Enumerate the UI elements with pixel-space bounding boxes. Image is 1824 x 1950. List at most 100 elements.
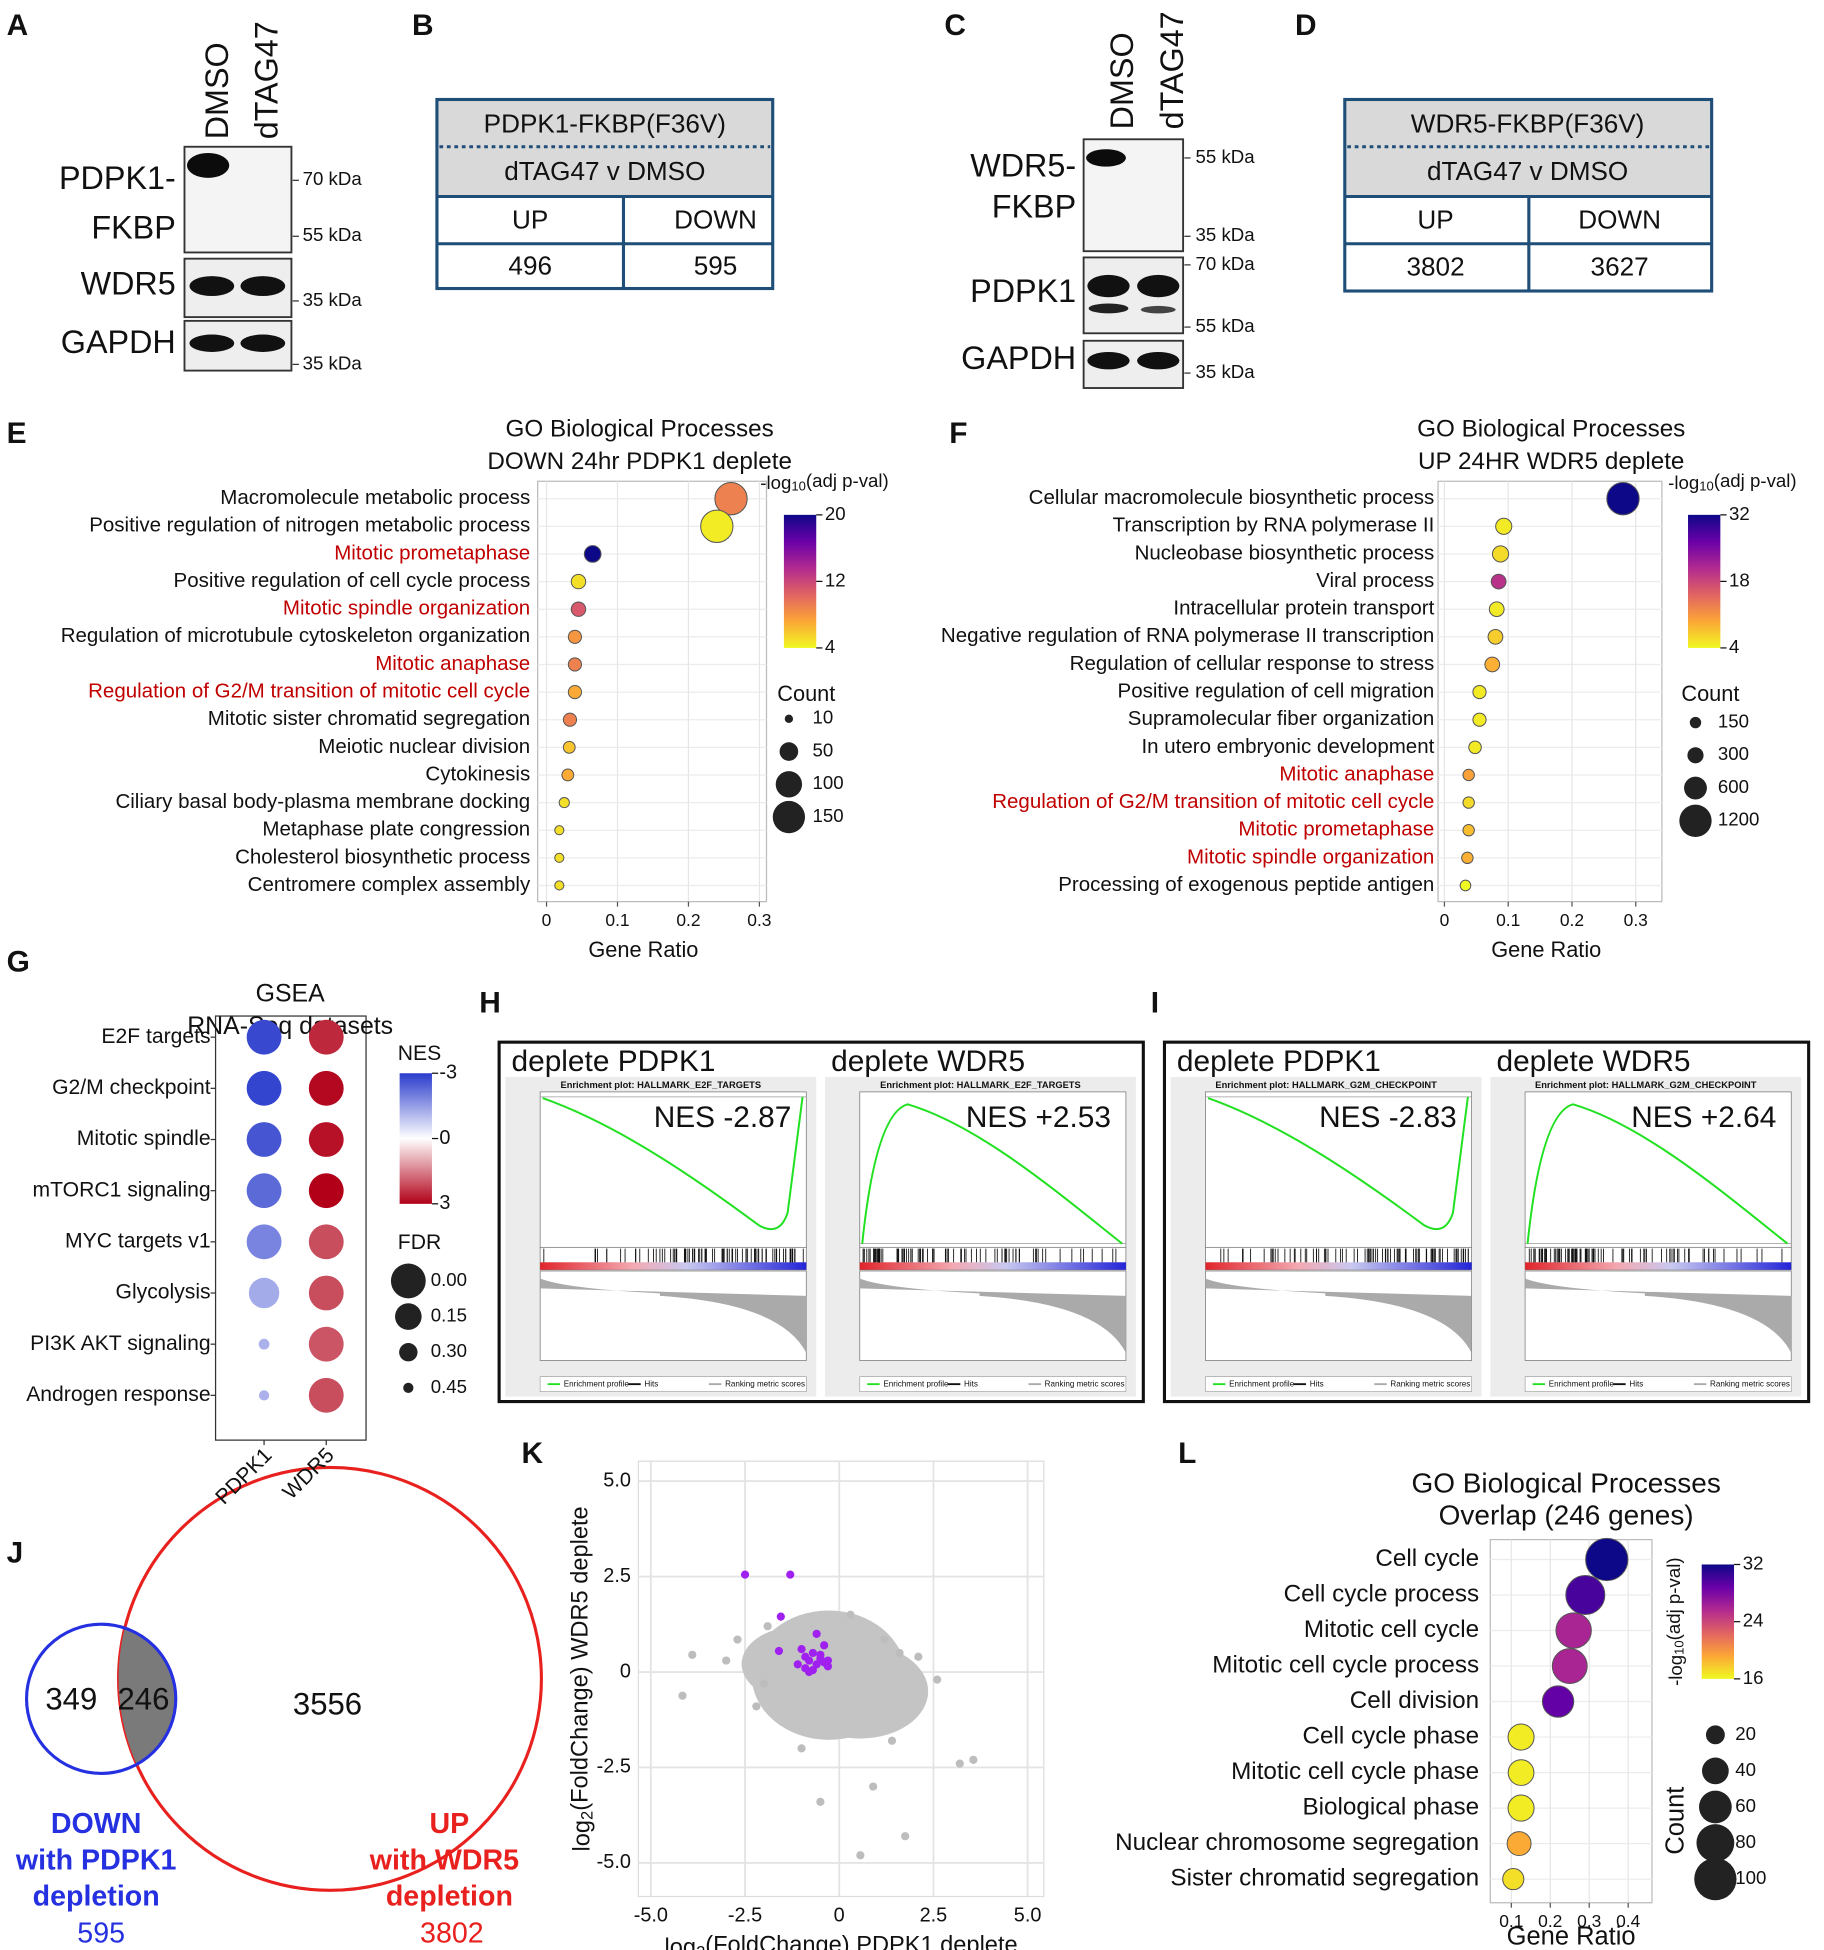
es-curve: [1207, 1096, 1469, 1231]
point: [740, 1570, 750, 1579]
count-table: PDPK1-FKBP(F36V) dTAG47 v DMSO UP DOWN 4…: [435, 97, 775, 291]
size-legend-dot: [1702, 1757, 1729, 1785]
x-tick-label: 0.2: [676, 910, 700, 930]
panel-letter: L: [1178, 1437, 1196, 1470]
x-tick-label: 0: [1440, 910, 1450, 930]
size-legend-label: 1200: [1718, 809, 1759, 830]
term-label: Viral process: [1316, 569, 1434, 592]
rank-bar: [859, 1262, 1126, 1270]
dot: [246, 1224, 282, 1260]
size-legend-dot: [779, 742, 799, 761]
chart-title: DOWN 24hr PDPK1 deplete: [487, 448, 792, 475]
band: [189, 276, 235, 296]
dot: [1495, 517, 1513, 535]
point: [880, 1635, 889, 1644]
dot: [1585, 1537, 1629, 1582]
axis-title: -log10(adj p-val): [1668, 470, 1796, 494]
pathway-label: PI3K AKT signaling: [30, 1332, 210, 1355]
term-label: Ciliary basal body-plasma membrane docki…: [115, 790, 530, 813]
dot: [1507, 1794, 1535, 1822]
chart-title: GSEA: [256, 979, 325, 1007]
panel-letter: K: [522, 1437, 544, 1470]
size-legend-dot: [1694, 1857, 1737, 1901]
chart-title: RNA-Seq datasets: [187, 1012, 393, 1040]
term-label: Macromolecule metabolic process: [220, 486, 530, 509]
dot: [1565, 1575, 1606, 1616]
point: [786, 1570, 795, 1579]
rank-bar: [1525, 1262, 1792, 1270]
size-legend-label: 10: [813, 707, 834, 728]
term-label: Positive regulation of cell migration: [1118, 679, 1435, 702]
dot: [1462, 796, 1475, 809]
point: [812, 1629, 821, 1638]
dot: [558, 796, 570, 809]
dataset-label: WDR5: [278, 1444, 338, 1504]
dot: [1468, 740, 1482, 755]
dot: [562, 740, 576, 754]
pathway-label: G2/M checkpoint: [52, 1076, 211, 1099]
dot: [1551, 1648, 1588, 1684]
point: [763, 1622, 772, 1631]
term-label: Intracellular protein transport: [1173, 597, 1434, 620]
term-label: Negative regulation of RNA polymerase II…: [941, 624, 1434, 647]
marker-label: 70 kDa: [1196, 253, 1256, 274]
x-tick-label: 0.2: [1560, 910, 1584, 930]
band: [186, 152, 230, 178]
term-label: Nucleobase biosynthetic process: [1135, 541, 1435, 564]
point: [797, 1744, 806, 1753]
colorbar-tick-label: 32: [1743, 1552, 1764, 1573]
size-legend-dot: [1684, 776, 1707, 800]
axis-title-sub: 2: [578, 1811, 597, 1820]
point: [776, 1612, 785, 1621]
size-legend-dot: [1705, 1725, 1725, 1745]
band: [240, 334, 286, 352]
pathway-label: E2F targets: [101, 1025, 210, 1048]
pathway-label: Androgen response: [26, 1383, 210, 1406]
dot: [1507, 1723, 1535, 1751]
legend-label: Ranking metric scores: [725, 1379, 805, 1388]
pathway-label: mTORC1 signaling: [33, 1178, 211, 1201]
size-legend-label: 600: [1718, 776, 1749, 797]
chart-title: Overlap (246 genes): [1439, 1500, 1694, 1531]
axis-title-part: (adj p-val): [806, 470, 889, 491]
legend-label: Enrichment profile: [1549, 1379, 1615, 1388]
term-label: Mitotic prometaphase: [1238, 818, 1434, 841]
y-tick-label: 0: [620, 1660, 631, 1682]
panel-letter: H: [479, 987, 501, 1020]
legend-box: [1205, 1376, 1472, 1392]
blot: [1082, 138, 1185, 389]
dot: [308, 1326, 344, 1362]
marker-label: 55 kDa: [1196, 315, 1256, 336]
size-legend-title: Count: [1662, 1787, 1690, 1855]
term-label: Cell division: [1350, 1687, 1479, 1714]
point: [869, 1782, 878, 1791]
dot: [583, 545, 602, 563]
point: [823, 1656, 833, 1665]
chart-title: GO Biological Processes: [1411, 1467, 1720, 1498]
axis-title-part: -log: [1668, 472, 1699, 493]
venn-label: depletion: [386, 1880, 513, 1912]
marker-label: 35 kDa: [1196, 224, 1256, 245]
lane-label: DMSO: [1104, 32, 1140, 129]
term-label: Mitotic cell cycle: [1304, 1616, 1479, 1643]
point: [774, 1646, 784, 1656]
colorbar: [1688, 514, 1721, 648]
dot: [554, 880, 565, 891]
marker-label: 70 kDa: [303, 168, 363, 189]
size-legend-label: 300: [1718, 743, 1749, 764]
condition-label: deplete PDPK1: [1177, 1045, 1381, 1078]
table-header-text: dTAG47 v DMSO: [504, 156, 705, 186]
x-tick-label: -2.5: [728, 1905, 762, 1927]
colorbar-tick-label: 16: [1743, 1667, 1764, 1688]
size-legend-dot: [1689, 716, 1702, 729]
point: [752, 1702, 761, 1711]
point: [901, 1832, 910, 1841]
table-cell: 3627: [1591, 252, 1649, 282]
axis-title-sub: 2: [696, 1943, 705, 1950]
colorbar-tick-label: 32: [1729, 503, 1750, 524]
panel-letter: I: [1151, 987, 1159, 1020]
colorbar-tick-label: 12: [825, 569, 846, 590]
colorbar-tick-label: 0: [439, 1127, 450, 1149]
rank-area: [859, 1278, 1126, 1354]
rank-area: [1205, 1278, 1472, 1354]
